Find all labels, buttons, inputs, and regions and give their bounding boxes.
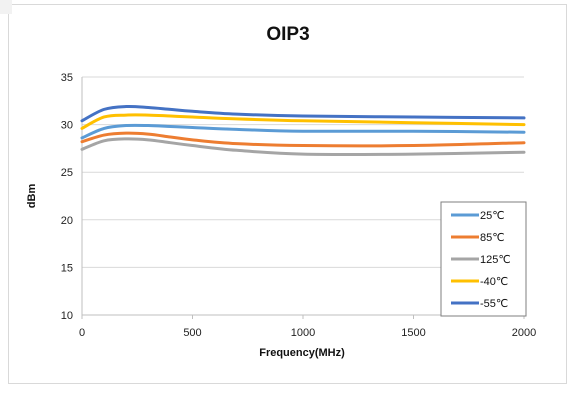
- series-line-4: [80, 104, 526, 123]
- legend-label-0: 25℃: [480, 210, 505, 222]
- y-tick-label: 10: [61, 310, 73, 322]
- x-axis-title: Frequency(MHz): [259, 347, 345, 359]
- legend-label-1: 85℃: [480, 232, 505, 244]
- x-tick-label: 0: [79, 327, 85, 339]
- y-axis-title: dBm: [26, 184, 38, 209]
- series-lines: [80, 104, 526, 156]
- chart-frame: [8, 4, 567, 384]
- y-tick-label: 25: [61, 167, 73, 179]
- series-line-1: [80, 131, 526, 148]
- legend: 25℃ 85℃ 125℃ -40℃ -55℃: [440, 201, 527, 317]
- corner-mark: [0, 0, 12, 14]
- y-tick-label: 20: [61, 215, 73, 227]
- y-tick-label: 30: [61, 120, 73, 132]
- legend-label-2: 125℃: [480, 254, 511, 266]
- x-tick-label: 1500: [401, 327, 425, 339]
- x-tick-label: 500: [183, 327, 201, 339]
- series-line-2: [80, 137, 526, 156]
- x-tick-label: 2000: [512, 327, 536, 339]
- y-tick-label: 15: [61, 262, 73, 274]
- legend-label-3: -40℃: [480, 276, 508, 288]
- series-line-0: [80, 123, 526, 140]
- y-tick-label: 35: [61, 72, 73, 84]
- series-line-3: [80, 113, 526, 130]
- legend-label-4: -55℃: [480, 298, 508, 310]
- x-tick-label: 1000: [291, 327, 315, 339]
- axes: 10 15 20 25 30 35 0 500 1000 1500 2000: [61, 72, 536, 339]
- chart-title: OIP3: [266, 24, 309, 45]
